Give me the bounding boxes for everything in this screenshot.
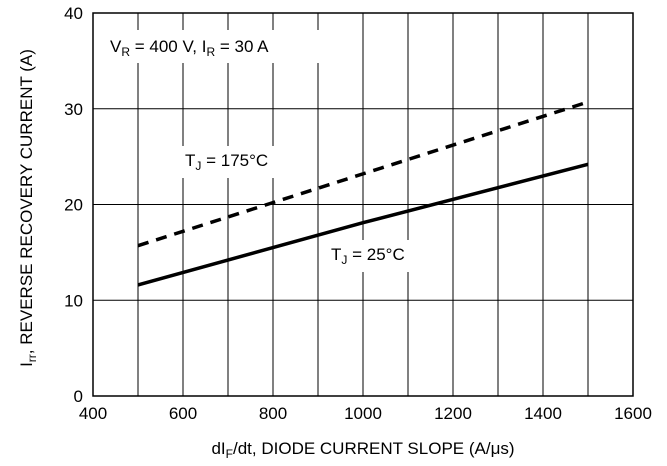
svg-text:TJ = 25°C: TJ = 25°C bbox=[331, 245, 405, 267]
grid bbox=[93, 13, 633, 396]
x-tick-label: 1400 bbox=[524, 404, 562, 423]
x-tick-label: 400 bbox=[79, 404, 107, 423]
plot-frame bbox=[92, 12, 634, 397]
y-tick-label: 0 bbox=[74, 387, 83, 406]
series-line-tj-25 bbox=[137, 162, 589, 287]
y-tick-label: 30 bbox=[64, 100, 83, 119]
x-tick-label: 1000 bbox=[344, 404, 382, 423]
series-label-tj-175: TJ = 175°C bbox=[181, 146, 289, 178]
y-tick-label: 10 bbox=[64, 291, 83, 310]
series-layer bbox=[137, 100, 589, 287]
series-label-tj-25: TJ = 25°C bbox=[327, 240, 441, 272]
x-axis-title: dIF/dt, DIODE CURRENT SLOPE (A/μs) bbox=[211, 439, 514, 461]
x-tick-label: 1200 bbox=[434, 404, 472, 423]
y-tick-label: 20 bbox=[64, 196, 83, 215]
tick-labels: 400 600 800 1000 1200 1400 1600 0 10 20 30 40 bbox=[64, 4, 652, 423]
y-tick-label: 40 bbox=[64, 4, 83, 23]
x-tick-label: 1600 bbox=[614, 404, 652, 423]
y-axis-title: Irr, REVERSE RECOVERY CURRENT (A) bbox=[17, 49, 39, 367]
svg-text:TJ = 175°C: TJ = 175°C bbox=[185, 151, 268, 173]
conditions-label: VR = 400 V, IR = 30 A bbox=[104, 30, 322, 63]
series-line-tj-175 bbox=[137, 100, 589, 248]
x-tick-label: 600 bbox=[169, 404, 197, 423]
svg-text:VR = 400 V, IR = 30 A: VR = 400 V, IR = 30 A bbox=[110, 37, 269, 59]
x-tick-label: 800 bbox=[259, 404, 287, 423]
